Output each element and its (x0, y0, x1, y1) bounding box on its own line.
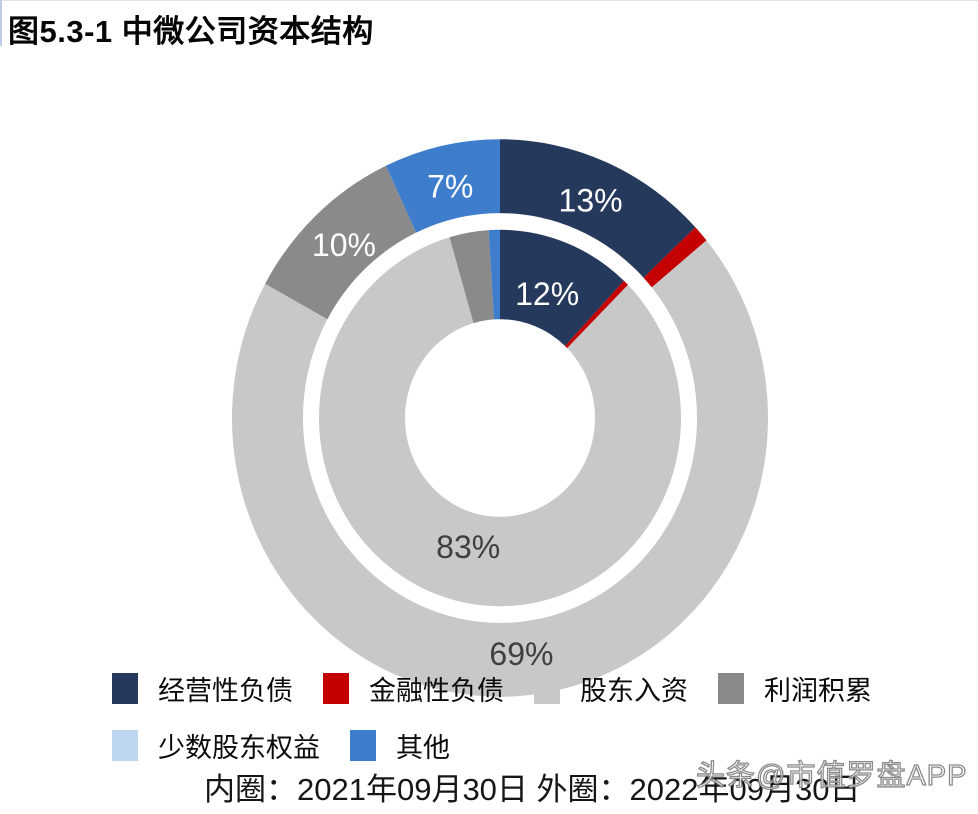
page-title: 图5.3-1 中微公司资本结构 (8, 14, 374, 49)
legend-row-1: 经营性负债 金融性负债 股东入资 利润积累 (112, 669, 872, 708)
data-label-inner-2: 83% (436, 529, 500, 565)
data-label-outer-3: 10% (312, 227, 376, 263)
donut-segments (232, 139, 769, 697)
outer-ring-segment-金融性负债 (643, 227, 707, 288)
watermark: 头条@市值罗盘APP (695, 759, 968, 792)
inner-ring-segment-金融性负债 (565, 280, 628, 349)
legend-item: 经营性负债 (112, 669, 293, 708)
legend-label: 少数股东权益 (158, 733, 320, 763)
outer-ring-segment-利润积累 (265, 165, 417, 320)
legend-swatch (718, 673, 744, 704)
legend-item: 金融性负债 (323, 669, 504, 708)
legend-swatch (350, 730, 376, 761)
legend-item: 股东入资 (534, 669, 688, 708)
inner-ring-segment-股东入资 (319, 237, 681, 607)
outer-ring-segment-经营性负债 (500, 139, 696, 278)
data-label-outer-0: 13% (559, 182, 623, 218)
legend-item: 利润积累 (718, 669, 872, 708)
legend-swatch (112, 730, 138, 761)
left-edge-accent (0, 0, 2, 46)
legend-swatch (112, 673, 138, 704)
data-label-outer-5: 7% (427, 169, 473, 205)
data-label-outer-2: 69% (489, 636, 553, 672)
legend-swatch (323, 673, 349, 704)
legend-item: 其他 (350, 726, 450, 765)
inner-ring-segment-经营性负债 (500, 229, 624, 346)
legend-row-2: 少数股东权益 其他 (112, 726, 450, 765)
legend-label: 金融性负债 (369, 676, 504, 706)
legend-label: 利润积累 (764, 676, 872, 706)
inner-ring-segment-其他 (488, 229, 500, 320)
legend-swatch (534, 673, 560, 704)
inner-ring-segment-利润积累 (449, 230, 495, 324)
legend-label: 股东入资 (580, 676, 688, 706)
outer-ring-segment-股东入资 (232, 240, 769, 697)
legend-label: 其他 (396, 733, 450, 763)
data-label-inner-0: 12% (515, 276, 579, 312)
legend-label: 经营性负债 (158, 676, 293, 706)
outer-ring-segment-其他 (385, 139, 500, 233)
donut-data-labels: 12% 83% 13% 69% 10% 7% (312, 169, 623, 672)
legend-item: 少数股东权益 (112, 726, 320, 765)
ring-date-caption: 内圈：2021年09月30日 外圈：2022年09月30日 (204, 772, 861, 807)
top-border-line (0, 0, 978, 1)
